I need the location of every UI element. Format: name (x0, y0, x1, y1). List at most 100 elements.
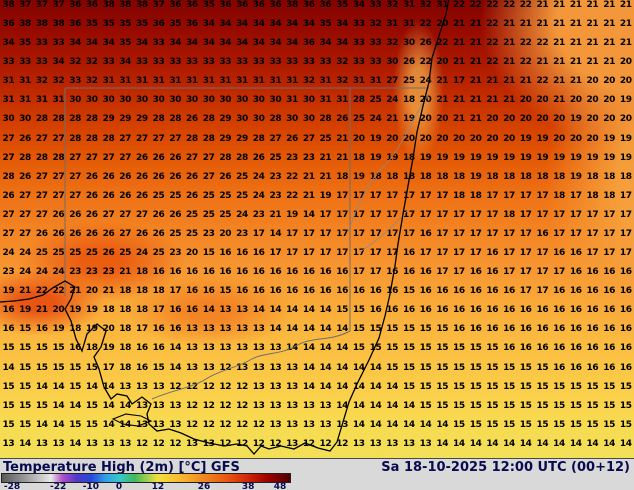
temp-value: 14 (419, 419, 432, 430)
temp-value: 17 (336, 248, 348, 259)
temp-value: 14 (436, 419, 449, 430)
temp-value: 13 (236, 343, 248, 354)
temp-value: 31 (2, 95, 15, 106)
temp-value: 13 (219, 305, 232, 316)
temp-row: 26 27 27 27 27 26 26 26 26 25 25 26 25 25 25 24 23 22 21 19… (0, 187, 634, 206)
temp-value: 32 (85, 76, 98, 87)
temp-value: 26 (152, 209, 165, 220)
temp-value: 27 (2, 152, 15, 163)
temp-value: 21 (603, 38, 615, 49)
temp-value: 17 (486, 190, 499, 201)
temp-value: 17 (336, 228, 348, 239)
temp-row: 15 15 15 14 14 15 14 14 13 13 13 12 12 12 12 13 13 13 13 13… (0, 397, 634, 416)
temp-value: 31 (135, 76, 148, 87)
temp-value: 23 (169, 248, 182, 259)
temp-value: 27 (19, 228, 31, 239)
temp-value: 30 (152, 95, 165, 106)
temp-value: 18 (152, 286, 165, 297)
temp-value: 14 (286, 324, 298, 335)
temp-value: 16 (319, 267, 332, 278)
temp-value: 20 (52, 305, 65, 316)
temp-value: 19 (453, 152, 465, 163)
temp-value: 19 (603, 133, 615, 144)
temp-value: 16 (352, 286, 365, 297)
scale-tick-label: 26 (197, 482, 211, 490)
temp-value: 27 (2, 228, 15, 239)
temp-value: 16 (503, 324, 515, 335)
temp-value: 16 (519, 305, 532, 316)
temp-value: 13 (152, 400, 165, 411)
temp-value: 16 (252, 248, 265, 259)
temp-value: 16 (252, 286, 265, 297)
temp-value: 16 (236, 286, 248, 297)
temp-value: 18 (119, 362, 132, 373)
temp-value: 16 (569, 286, 582, 297)
temp-value: 29 (219, 133, 232, 144)
temp-value: 15 (486, 381, 499, 392)
temp-value: 19 (486, 152, 499, 163)
temp-value: 17 (102, 362, 115, 373)
temp-value: 26 (19, 171, 31, 182)
temp-value: 17 (536, 267, 549, 278)
temp-value: 24 (52, 267, 65, 278)
temp-value: 29 (219, 114, 232, 125)
temp-value: 16 (586, 286, 599, 297)
temp-value: 15 (35, 343, 48, 354)
temp-value: 20 (586, 114, 599, 125)
temp-value: 16 (302, 286, 315, 297)
temp-value: 31 (402, 19, 415, 30)
temp-value: 15 (85, 400, 98, 411)
temp-value: 14 (269, 305, 282, 316)
temp-value: 14 (52, 381, 65, 392)
temp-value: 12 (202, 381, 215, 392)
temp-value: 21 (536, 57, 549, 68)
temp-value: 16 (586, 362, 599, 373)
temp-value: 21 (469, 95, 482, 106)
scale-tick-label: -22 (49, 482, 67, 490)
temp-value: 34 (219, 38, 232, 49)
temp-value: 34 (252, 38, 265, 49)
temp-value: 12 (169, 381, 182, 392)
temp-value: 17 (436, 190, 449, 201)
temp-value: 17 (486, 228, 499, 239)
temp-value: 26 (119, 171, 132, 182)
temp-value: 22 (486, 38, 499, 49)
temp-value: 17 (619, 248, 632, 259)
temp-value: 17 (369, 267, 382, 278)
temp-value: 14 (369, 419, 382, 430)
temp-value: 27 (186, 152, 198, 163)
temp-value: 28 (85, 133, 98, 144)
temp-value: 13 (319, 400, 332, 411)
temp-value: 13 (236, 305, 248, 316)
temp-value: 21 (603, 57, 615, 68)
temp-value: 13 (319, 419, 332, 430)
temp-value: 15 (436, 362, 449, 373)
temp-value: 18 (369, 171, 382, 182)
temp-value: 20 (586, 76, 599, 87)
temp-value: 21 (486, 76, 499, 87)
temp-value: 30 (219, 95, 232, 106)
temp-value: 20 (603, 76, 615, 87)
temp-value: 30 (85, 95, 98, 106)
temp-value: 14 (319, 343, 332, 354)
temp-value: 16 (35, 324, 48, 335)
temp-value: 16 (469, 267, 482, 278)
temp-value: 17 (436, 248, 449, 259)
temp-row: 16 15 16 19 18 19 20 18 17 16 16 13 13 13 13 13 14 14 14 14… (0, 320, 634, 339)
temp-value: 15 (603, 381, 615, 392)
temp-value: 31 (102, 76, 115, 87)
temp-value: 19 (369, 133, 382, 144)
temp-value: 13 (169, 400, 182, 411)
temp-value: 17 (619, 228, 632, 239)
temp-value: 27 (52, 133, 65, 144)
temp-value: 27 (52, 190, 65, 201)
temp-value: 15 (569, 381, 582, 392)
temp-value: 20 (586, 133, 599, 144)
temp-value: 19 (569, 114, 582, 125)
temp-value: 19 (419, 152, 432, 163)
temp-value: 34 (119, 57, 132, 68)
temp-value: 20 (619, 114, 632, 125)
temp-value: 23 (85, 267, 98, 278)
temp-value: 14 (2, 362, 15, 373)
temp-value: 28 (269, 114, 282, 125)
